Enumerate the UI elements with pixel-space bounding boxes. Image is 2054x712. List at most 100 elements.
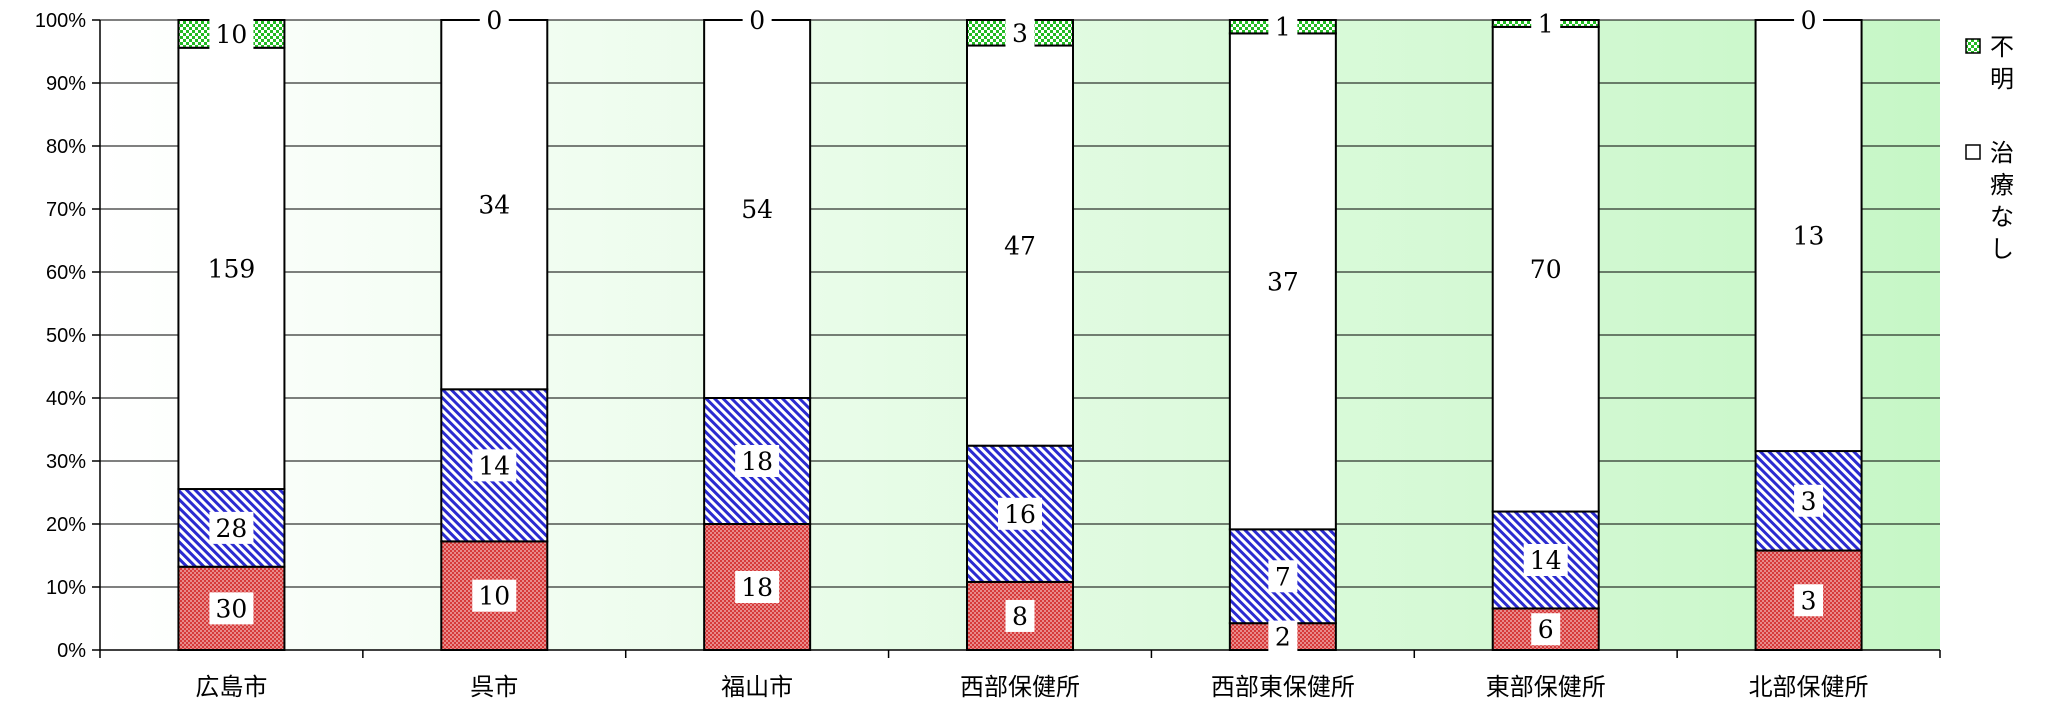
category-label: 東部保健所 [1486, 673, 1606, 701]
data-label-s1: 2 [1268, 620, 1298, 653]
data-label-s3: 159 [201, 252, 261, 285]
data-label-box [1794, 4, 1824, 36]
data-label-s1: 3 [1794, 584, 1824, 617]
data-label-s4: 1 [1268, 10, 1298, 43]
data-label-text: 7 [1275, 562, 1291, 591]
category-label: 北部保健所 [1749, 673, 1869, 701]
data-label-box [735, 571, 780, 603]
legend-label: 明 [1990, 65, 2014, 93]
bar-segment-s3 [440, 19, 549, 391]
y-tick-label: 50% [46, 325, 86, 347]
data-label-box [472, 579, 517, 612]
data-label-box [201, 252, 261, 285]
y-tick-label: 30% [46, 451, 86, 473]
legend-label: 不 [1990, 33, 2014, 61]
data-label-box [1005, 599, 1035, 632]
data-label-box [1794, 484, 1824, 517]
legend-label: 治 [1990, 139, 2014, 167]
data-label-box [998, 229, 1042, 262]
data-label-s4: 1 [1531, 7, 1561, 40]
data-label-box [1268, 620, 1298, 653]
y-tick-label: 10% [46, 577, 86, 599]
data-label-box [735, 445, 780, 477]
data-label-box [472, 449, 517, 482]
data-label-box [209, 511, 254, 544]
data-label-s3: 47 [998, 229, 1042, 262]
data-label-box [1005, 16, 1035, 49]
data-label-box [1268, 560, 1298, 593]
y-tick-label: 0% [57, 640, 86, 662]
legend-label: し [1990, 235, 2014, 263]
data-label-box [1260, 265, 1305, 298]
category-label: 呉市 [470, 673, 518, 701]
data-label-text: 13 [1793, 222, 1825, 251]
data-label-s3: 37 [1260, 265, 1305, 298]
legend-item-s4: 不明 [1965, 33, 2014, 93]
data-label-s1: 8 [1005, 599, 1035, 632]
data-label-s3: 34 [472, 188, 517, 221]
data-label-s1: 10 [472, 579, 517, 612]
data-label-s2: 16 [998, 497, 1042, 530]
data-label-text: 2 [1275, 623, 1291, 652]
data-label-box [735, 193, 780, 225]
data-label-text: 14 [1530, 546, 1562, 575]
data-label-text: 54 [741, 195, 773, 224]
data-label-s3: 70 [1523, 253, 1568, 286]
data-label-text: 3 [1012, 19, 1028, 48]
data-label-box [479, 4, 509, 36]
data-label-s2: 3 [1794, 484, 1824, 517]
data-label-text: 30 [216, 594, 248, 623]
data-label-s4: 0 [742, 4, 772, 36]
data-label-text: 8 [1012, 602, 1028, 631]
data-label-text: 16 [1004, 500, 1036, 529]
data-label-box [209, 592, 254, 625]
category-label: 西部東保健所 [1211, 673, 1355, 701]
data-label-text: 0 [1801, 6, 1817, 35]
data-label-box [1523, 544, 1568, 576]
data-label-box [472, 188, 517, 221]
data-label-box [1531, 613, 1561, 646]
data-label-s3: 13 [1786, 219, 1831, 252]
y-tick-label: 70% [46, 199, 86, 221]
data-label-s2: 14 [472, 449, 517, 482]
data-label-text: 70 [1530, 255, 1562, 284]
data-label-text: 34 [478, 191, 510, 220]
data-label-box [209, 17, 254, 50]
data-label-text: 1 [1538, 9, 1554, 38]
data-label-s1: 18 [735, 571, 780, 603]
data-label-text: 0 [749, 6, 765, 35]
data-label-s4: 3 [1005, 16, 1035, 49]
data-label-s4: 0 [1794, 4, 1824, 36]
data-label-text: 14 [478, 451, 510, 480]
y-tick-label: 80% [46, 136, 86, 158]
data-label-s2: 18 [735, 445, 780, 477]
data-label-box [1268, 10, 1298, 43]
data-label-box [742, 4, 772, 36]
data-label-text: 10 [478, 582, 510, 611]
data-label-text: 159 [208, 254, 256, 283]
data-label-box [998, 497, 1042, 530]
data-label-s1: 6 [1531, 613, 1561, 646]
data-label-text: 28 [216, 514, 248, 543]
y-tick-label: 60% [46, 262, 86, 284]
y-tick-label: 40% [46, 388, 86, 410]
data-label-text: 3 [1801, 487, 1817, 516]
data-label-s4: 0 [479, 4, 509, 36]
category-label: 広島市 [195, 673, 267, 701]
bar-segment-s3 [1491, 25, 1600, 513]
y-tick-label: 90% [46, 73, 86, 95]
data-label-text: 1 [1275, 13, 1291, 42]
data-label-s4: 10 [209, 17, 254, 50]
data-label-box [1531, 7, 1561, 40]
data-label-text: 47 [1004, 232, 1036, 261]
category-label: 福山市 [721, 673, 793, 701]
data-label-text: 3 [1801, 586, 1817, 615]
legend-label: 療 [1990, 171, 2014, 199]
data-label-text: 0 [486, 6, 502, 35]
data-label-text: 18 [741, 447, 773, 476]
data-label-s1: 30 [209, 592, 254, 625]
data-label-text: 10 [216, 20, 248, 49]
